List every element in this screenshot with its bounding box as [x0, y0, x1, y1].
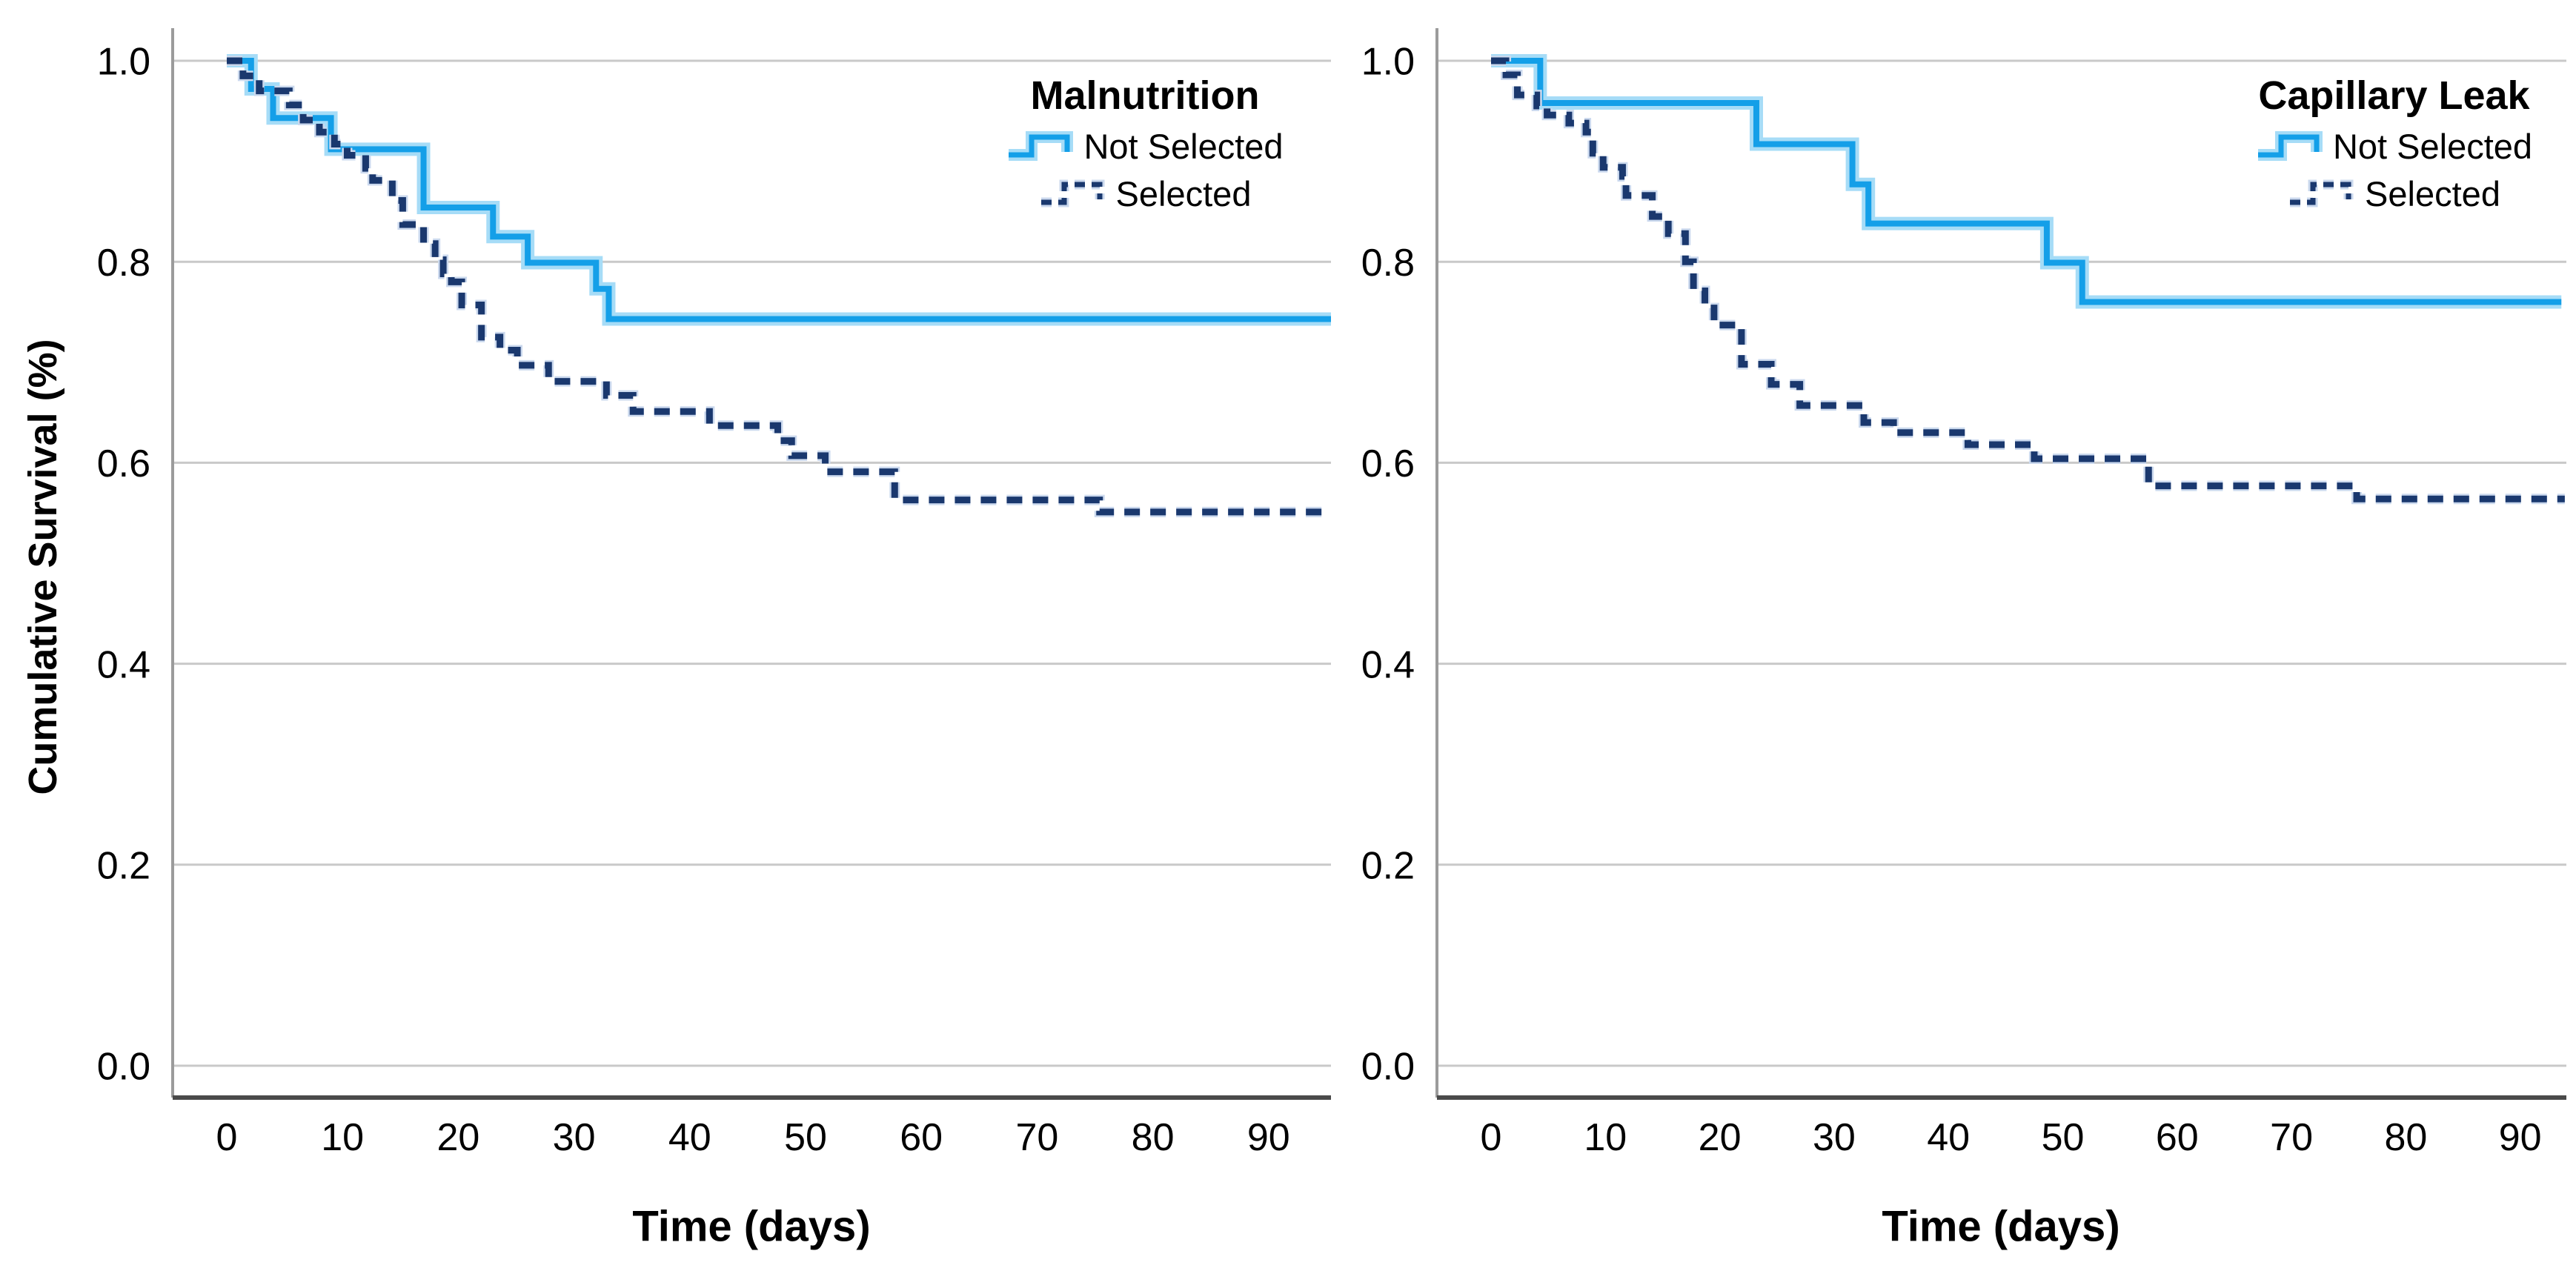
y-tick-label: 0.4: [97, 643, 150, 686]
x-tick-label: 30: [553, 1116, 596, 1159]
y-axis-title: Cumulative Survival (%): [21, 339, 65, 795]
y-tick-label: 1.0: [1361, 41, 1415, 84]
x-tick-label: 50: [2042, 1116, 2085, 1159]
x-tick-label: 80: [2384, 1116, 2427, 1159]
y-tick-label: 1.0: [97, 41, 150, 84]
x-tick-label: 90: [2499, 1116, 2542, 1159]
legend-line-solid-icon: [1009, 131, 1074, 162]
x-tick-label: 50: [784, 1116, 827, 1159]
legend-line-dashed-icon: [2290, 179, 2354, 208]
x-tick-label: 30: [1813, 1116, 1856, 1159]
x-axis-title-right: Time (days): [1882, 1202, 2120, 1251]
km-curve-selected: [227, 57, 1331, 516]
x-tick-label: 10: [1584, 1116, 1627, 1159]
x-tick-label: 60: [900, 1116, 943, 1159]
x-axis-title-left: Time (days): [632, 1202, 871, 1251]
x-tick-label: 60: [2156, 1116, 2199, 1159]
x-tick-label: 0: [216, 1116, 238, 1159]
y-tick-label: 0.6: [97, 442, 150, 485]
legend-label-not-selected: Not Selected: [1083, 126, 1284, 166]
y-tick-label: 0.2: [1361, 845, 1415, 888]
legend-malnutrition: Malnutrition Not Selected Selected: [986, 73, 1304, 213]
y-tick-label: 0.6: [1361, 442, 1415, 485]
x-tick-label: 70: [2270, 1116, 2313, 1159]
y-tick-label: 0.8: [97, 242, 150, 285]
x-tick-label: 80: [1132, 1116, 1175, 1159]
legend-title-capillary-leak: Capillary Leak: [2258, 73, 2530, 118]
km-curve-selected: [1491, 57, 2565, 502]
km-curve-not-selected: [227, 58, 1331, 322]
legend-label-selected: Selected: [1115, 173, 1252, 213]
legend-row-not-selected: Not Selected: [986, 127, 1304, 165]
x-tick-label: 40: [668, 1116, 711, 1159]
legend-line-dashed-icon: [1040, 179, 1105, 208]
y-tick-label: 0.4: [1361, 643, 1415, 686]
legend-title-malnutrition: Malnutrition: [1030, 73, 1260, 118]
legend-row-not-selected: Not Selected: [2229, 127, 2559, 165]
legend-line-solid-icon: [2257, 131, 2323, 162]
y-tick-label: 0.2: [97, 845, 150, 888]
x-tick-label: 90: [1247, 1116, 1290, 1159]
y-tick-label: 0.0: [1361, 1046, 1415, 1089]
legend-row-selected: Selected: [986, 174, 1304, 213]
km-curve-not-selected: [1491, 58, 2562, 305]
x-tick-label: 10: [321, 1116, 364, 1159]
y-tick-label: 0.0: [97, 1046, 150, 1089]
x-tick-label: 70: [1015, 1116, 1058, 1159]
x-tick-label: 20: [436, 1116, 479, 1159]
legend-row-selected: Selected: [2229, 174, 2559, 213]
x-tick-label: 20: [1699, 1116, 1742, 1159]
y-tick-label: 0.8: [1361, 242, 1415, 285]
legend-capillary-leak: Capillary Leak Not Selected Selected: [2229, 73, 2559, 213]
x-tick-label: 0: [1481, 1116, 1502, 1159]
x-tick-label: 40: [1927, 1116, 1970, 1159]
legend-label-not-selected: Not Selected: [2332, 126, 2533, 166]
legend-label-selected: Selected: [2365, 173, 2500, 213]
